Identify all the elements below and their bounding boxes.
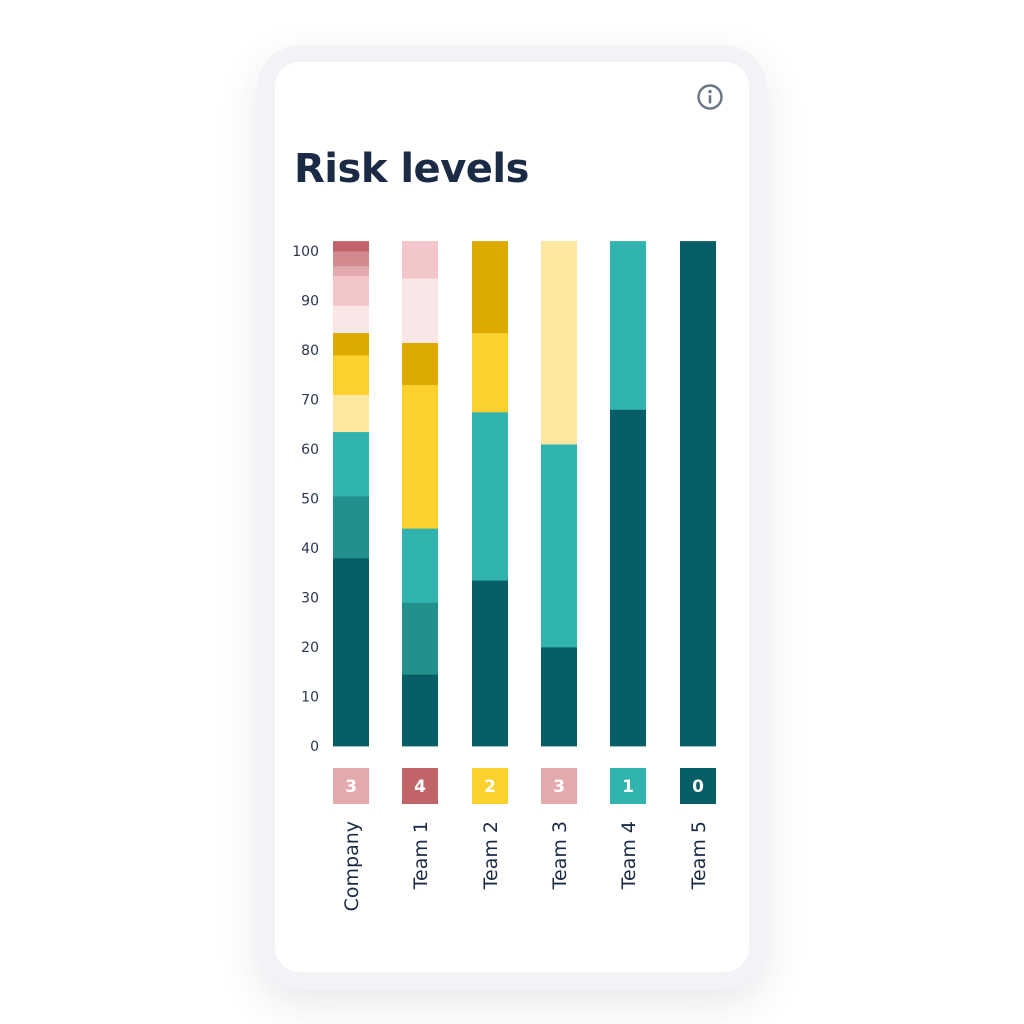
- y-tick-label: 10: [301, 690, 319, 706]
- bar-segment: [541, 647, 577, 747]
- bar-segment: [333, 557, 369, 747]
- count-badge-bg: [541, 768, 577, 804]
- bar-segment: [402, 674, 438, 747]
- bar-stack-3: [472, 241, 508, 747]
- bar-segment: [402, 241, 438, 279]
- bar-segment: [402, 602, 438, 675]
- page-title: Risk levels: [294, 146, 529, 192]
- count-badge: 3: [541, 768, 577, 804]
- count-badge-bg: [680, 768, 716, 804]
- bar-segment: [333, 496, 369, 559]
- bar-segment: [333, 265, 369, 277]
- count-badge-value: 2: [484, 777, 496, 797]
- bar-segment: [402, 278, 438, 343]
- y-tick-label: 80: [301, 343, 319, 359]
- count-badge-value: 3: [553, 777, 565, 797]
- bar-stack-4: [541, 241, 577, 747]
- category-label: Company: [341, 821, 363, 911]
- y-tick-label: 100: [292, 244, 319, 260]
- count-badge-value: 4: [414, 777, 426, 797]
- bar-segment: [333, 354, 369, 395]
- bar-segment: [402, 528, 438, 603]
- y-tick-label: 50: [301, 492, 319, 508]
- count-badge-bg: [472, 768, 508, 804]
- y-tick-label: 90: [301, 294, 319, 310]
- count-badge: 4: [402, 768, 438, 804]
- y-tick-label: 0: [310, 739, 319, 755]
- bar-segment: [333, 251, 369, 267]
- category-label: Team 2: [480, 821, 502, 890]
- count-badge: 2: [472, 768, 508, 804]
- bar-stack-2: [402, 241, 438, 747]
- bar-segment: [333, 241, 369, 252]
- count-badge-bg: [402, 768, 438, 804]
- y-tick-label: 30: [301, 591, 319, 607]
- bar-segment: [333, 332, 369, 356]
- phone-screen: Risk levels 0 10 20 30 40 50 60 70 80 90 100 3 4 2 3 1 0…: [275, 62, 749, 972]
- category-label: Team 1: [410, 821, 432, 890]
- count-badge: 1: [610, 768, 646, 804]
- y-tick-label: 20: [301, 640, 319, 656]
- bar-segment: [402, 342, 438, 386]
- bar-segment: [333, 275, 369, 306]
- bar-segment: [333, 431, 369, 497]
- count-badge-bg: [610, 768, 646, 804]
- bar-segment: [472, 241, 508, 334]
- bar-segment: [333, 305, 369, 334]
- bar-stack-1: [333, 241, 369, 747]
- bar-segment: [541, 241, 577, 445]
- category-label: Team 5: [688, 821, 710, 890]
- bar-segment: [472, 580, 508, 747]
- phone-frame: Risk levels 0 10 20 30 40 50 60 70 80 90 100 3 4 2 3 1 0…: [257, 45, 767, 990]
- count-badge-value: 1: [622, 777, 634, 797]
- y-tick-label: 60: [301, 442, 319, 458]
- bar-segment: [610, 241, 646, 410]
- bar-segment: [402, 384, 438, 529]
- category-label: Team 4: [618, 821, 640, 890]
- bar-segment: [472, 411, 508, 581]
- bar-segment: [610, 409, 646, 747]
- count-badge-value: 0: [692, 777, 704, 797]
- count-badge-bg: [333, 768, 369, 804]
- bar-segment: [333, 394, 369, 433]
- bar-stack-6: [680, 241, 716, 747]
- bar-segment: [680, 241, 716, 747]
- count-badge-value: 3: [345, 777, 357, 797]
- info-icon[interactable]: [696, 83, 724, 111]
- y-tick-label: 40: [301, 541, 319, 557]
- bar-segment: [472, 332, 508, 413]
- bar-stack-5: [610, 241, 646, 747]
- bar-segment: [541, 444, 577, 648]
- count-badge: 3: [333, 768, 369, 804]
- category-label: Team 3: [549, 821, 571, 890]
- count-badge: 0: [680, 768, 716, 804]
- y-tick-label: 70: [301, 393, 319, 409]
